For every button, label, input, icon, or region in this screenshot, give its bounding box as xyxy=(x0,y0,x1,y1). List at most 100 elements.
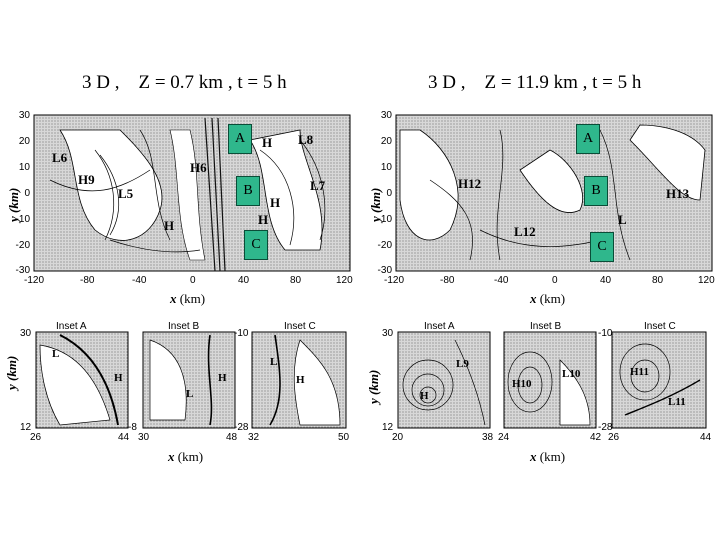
inset-ytick: 30 xyxy=(382,328,394,339)
inset-ytick: -28 xyxy=(598,422,613,433)
right-ytick: 20 xyxy=(380,136,392,147)
inset-ytick: -28 xyxy=(234,422,249,433)
region-box-b: B xyxy=(236,176,260,206)
inset-ytick: -10 xyxy=(598,328,613,339)
inset-xtick: 26 xyxy=(608,432,620,443)
left-inset-ylabel: y (km) xyxy=(4,355,19,390)
inset-pressure-label: L xyxy=(270,356,278,368)
inset-pressure-label: L10 xyxy=(562,368,581,380)
left-main-plot xyxy=(33,114,351,272)
left-main-xlabel: x (km) xyxy=(170,291,206,306)
region-box-a: A xyxy=(576,124,600,154)
inset-ytick: 12 xyxy=(20,422,32,433)
inset-xtick: 30 xyxy=(138,432,150,443)
inset-ytick: 30 xyxy=(20,328,32,339)
right-main-plot xyxy=(395,114,713,272)
right-inset-ylabel: y (km) xyxy=(366,369,381,404)
left-ytick: -20 xyxy=(15,240,30,251)
left-xtick: -120 xyxy=(24,275,45,286)
region-box-c: C xyxy=(244,230,268,260)
pressure-label: L12 xyxy=(514,224,536,239)
left-xtick: 120 xyxy=(336,275,353,286)
inset-xtick: 48 xyxy=(226,432,238,443)
left-xtick: -40 xyxy=(132,275,147,286)
right-ytick: -10 xyxy=(377,214,392,225)
pressure-label: L xyxy=(618,212,627,227)
right-ytick: -20 xyxy=(377,240,392,251)
pressure-label: L7 xyxy=(310,178,326,193)
inset-ytick: 12 xyxy=(382,422,394,433)
region-box-a: A xyxy=(228,124,252,154)
pressure-label: H9 xyxy=(78,172,95,187)
right-ytick: 0 xyxy=(386,188,392,199)
inset-pressure-label: H xyxy=(114,372,123,384)
left-ytick: 10 xyxy=(18,162,30,173)
pressure-label: H6 xyxy=(190,160,207,175)
inset-pressure-label: H xyxy=(296,374,305,386)
inset-pressure-label: L11 xyxy=(668,396,686,408)
right-inset-xlabel: x (km) xyxy=(530,449,566,464)
left-xtick: 40 xyxy=(238,275,250,286)
inset-xtick: 42 xyxy=(590,432,602,443)
right-ytick: 30 xyxy=(380,110,392,121)
inset-xtick: 20 xyxy=(392,432,404,443)
inset-xtick: 44 xyxy=(118,432,130,443)
left-inset-xlabel: x (km) xyxy=(168,449,204,464)
inset-xtick: 32 xyxy=(248,432,260,443)
inset-pressure-label: L xyxy=(186,388,194,400)
inset-title: Inset B xyxy=(168,321,200,332)
pressure-label: H13 xyxy=(666,186,690,201)
inset-pressure-label: H xyxy=(420,390,429,402)
right-xtick: -40 xyxy=(494,275,509,286)
left-xtick: 0 xyxy=(190,275,196,286)
inset-title: Inset C xyxy=(284,321,316,332)
inset-xtick: 24 xyxy=(498,432,510,443)
pressure-label: H xyxy=(270,195,281,210)
right-ytick: 10 xyxy=(380,162,392,173)
inset-pressure-label: H10 xyxy=(512,378,532,390)
inset-pressure-label: L9 xyxy=(456,358,469,370)
pressure-label: L5 xyxy=(118,186,134,201)
region-box-c: C xyxy=(590,232,614,262)
pressure-label: H xyxy=(262,135,273,150)
right-panel-title: 3 D , Z = 11.9 km , t = 5 h xyxy=(428,72,642,93)
inset-pressure-label: H11 xyxy=(630,366,649,378)
right-xtick: 40 xyxy=(600,275,612,286)
inset-ytick: -10 xyxy=(234,328,249,339)
inset-pressure-label: L xyxy=(52,348,60,360)
right-ytick: -30 xyxy=(377,265,392,276)
pressure-label: H xyxy=(258,212,269,227)
left-xtick: 80 xyxy=(290,275,302,286)
inset-pressure-label: H xyxy=(218,372,227,384)
right-main-xlabel: x (km) xyxy=(530,291,566,306)
region-box-b: B xyxy=(584,176,608,206)
right-xtick: 120 xyxy=(698,275,715,286)
inset-title: Inset A xyxy=(424,321,455,332)
left-ytick: -10 xyxy=(15,214,30,225)
left-ytick: -30 xyxy=(15,265,30,276)
right-xtick: 0 xyxy=(552,275,558,286)
right-insets xyxy=(397,331,707,429)
left-xtick: -80 xyxy=(80,275,95,286)
right-xtick: -120 xyxy=(384,275,405,286)
inset-xtick: 38 xyxy=(482,432,494,443)
inset-ytick: -8 xyxy=(128,422,137,433)
inset-title: Inset C xyxy=(644,321,676,332)
pressure-label: H xyxy=(164,218,175,233)
pressure-label: H12 xyxy=(458,176,482,191)
left-insets xyxy=(35,331,347,429)
left-panel-title: 3 D , Z = 0.7 km , t = 5 h xyxy=(82,72,287,93)
right-xtick: -80 xyxy=(440,275,455,286)
inset-title: Inset B xyxy=(530,321,562,332)
inset-xtick: 44 xyxy=(700,432,712,443)
left-ytick: 20 xyxy=(18,136,30,147)
left-ytick: 0 xyxy=(24,188,30,199)
pressure-label: L6 xyxy=(52,150,68,165)
right-xtick: 80 xyxy=(652,275,664,286)
pressure-label: L8 xyxy=(298,132,314,147)
inset-title: Inset A xyxy=(56,321,87,332)
inset-xtick: 26 xyxy=(30,432,42,443)
left-ytick: 30 xyxy=(18,110,30,121)
inset-xtick: 50 xyxy=(338,432,350,443)
